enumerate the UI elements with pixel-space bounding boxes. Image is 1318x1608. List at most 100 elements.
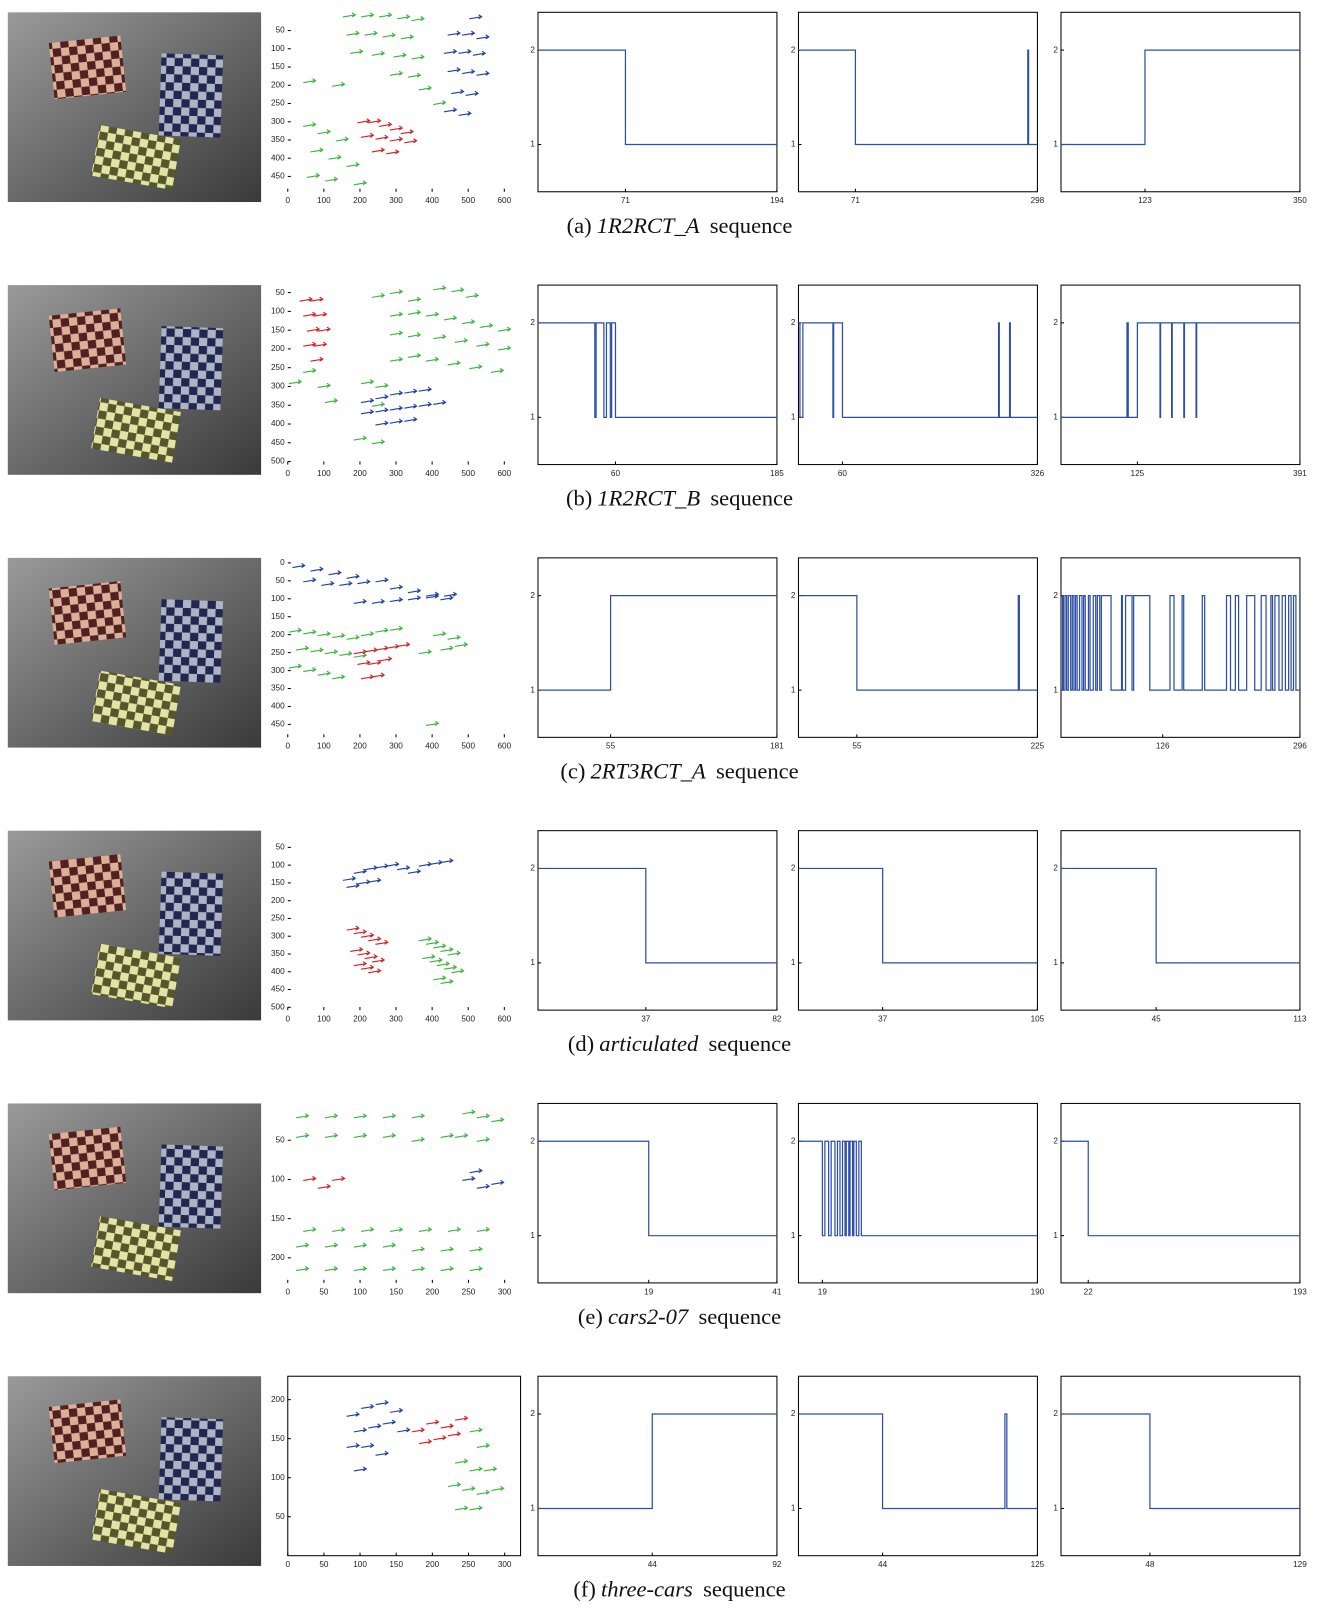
flow-arrow: [375, 578, 387, 582]
x-tick-label: 82: [772, 1015, 782, 1024]
flow-arrow: [462, 1176, 474, 1180]
state-line: [798, 596, 1037, 690]
x-tick-label: 400: [425, 742, 439, 751]
y-tick-label: 2: [1053, 864, 1058, 873]
y-tick-label: 200: [271, 896, 285, 905]
x-tick-label: 600: [497, 469, 511, 478]
flow-arrow: [332, 633, 344, 637]
caption-label: (f): [573, 1577, 596, 1602]
flow-arrow: [401, 35, 413, 39]
state-line: [798, 1414, 1037, 1508]
axes-frame: [798, 285, 1037, 464]
x-tick-label: 100: [317, 742, 331, 751]
flow-arrow: [292, 563, 304, 567]
state-line: [538, 868, 777, 962]
flow-arrow: [296, 646, 308, 650]
x-tick-label: 71: [851, 196, 861, 205]
flow-arrow: [441, 1424, 453, 1428]
state-line: [1061, 1414, 1300, 1508]
y-tick-label: 100: [271, 44, 285, 53]
flow-arrow: [426, 312, 438, 316]
x-tick-label: 113: [1293, 1015, 1306, 1024]
flow-arrow: [462, 1486, 474, 1490]
x-tick-label: 300: [389, 196, 403, 205]
state-line: [798, 323, 1037, 417]
y-tick-label: 150: [271, 62, 285, 71]
flow-arrow: [296, 1114, 308, 1118]
x-tick-label: 19: [818, 1287, 828, 1296]
flow-arrow: [357, 951, 369, 955]
y-tick-label: 200: [271, 344, 285, 353]
flow-arrow: [383, 1243, 395, 1247]
x-tick-label: 0: [285, 469, 290, 478]
flow-arrow: [354, 1267, 366, 1271]
state-line: [1061, 1141, 1300, 1235]
y-tick-label: 1: [1053, 1231, 1058, 1240]
flow-arrow: [448, 951, 460, 955]
flow-arrow: [354, 1133, 366, 1137]
x-tick-label: 150: [389, 1287, 403, 1296]
flow-arrow: [361, 965, 373, 969]
y-tick-label: 2: [530, 864, 535, 873]
flow-arrow: [343, 876, 355, 880]
y-tick-label: 400: [271, 967, 285, 976]
flow-arrow: [444, 108, 456, 112]
flow-arrow: [419, 402, 431, 406]
flow-arrow: [448, 1432, 460, 1436]
flow-arrow: [361, 410, 373, 414]
caption-word: sequence: [698, 1304, 781, 1329]
checker-tint: [159, 872, 223, 956]
flow-arrow: [325, 1133, 337, 1137]
flow-arrow: [390, 1408, 402, 1412]
state-line: [798, 50, 1037, 144]
state-line: [538, 50, 777, 144]
flow-arrow: [375, 135, 387, 139]
flow-arrow: [376, 1451, 388, 1455]
flow-arrow: [466, 293, 478, 297]
flow-arrow: [397, 866, 409, 870]
flow-arrow: [332, 82, 344, 86]
flow-arrow: [354, 436, 366, 440]
flow-arrow: [354, 962, 366, 966]
flow-arrow: [419, 387, 431, 391]
flow-arrow: [375, 395, 387, 399]
flow-arrow: [372, 293, 384, 297]
x-tick-label: 50: [319, 1287, 329, 1296]
y-tick-label: 2: [1053, 591, 1058, 600]
flow-arrow: [383, 1114, 395, 1118]
y-tick-label: 300: [271, 117, 285, 126]
flow-arrow: [470, 1467, 482, 1471]
x-tick-label: 50: [319, 1560, 329, 1569]
flow-arrow: [477, 1227, 489, 1231]
x-tick-label: 391: [1293, 469, 1307, 478]
axes-frame: [798, 1376, 1037, 1555]
flow-arrow: [408, 310, 420, 314]
flow-arrow: [361, 1227, 373, 1231]
axes-frame: [538, 1376, 777, 1555]
flow-arrow: [412, 1137, 424, 1141]
y-tick-label: 100: [271, 1473, 285, 1482]
flow-arrow: [354, 1114, 366, 1118]
y-tick-label: 400: [271, 153, 285, 162]
x-tick-label: 300: [498, 1560, 512, 1569]
flow-arrow: [347, 574, 359, 578]
flow-arrow: [408, 333, 420, 337]
flow-arrow: [408, 353, 420, 357]
x-tick-label: 193: [1293, 1287, 1307, 1296]
flow-arrow: [390, 626, 402, 630]
flow-arrow: [448, 31, 460, 35]
x-tick-label: 150: [389, 1560, 403, 1569]
y-tick-label: 350: [271, 949, 285, 958]
y-tick-label: 2: [791, 318, 796, 327]
y-tick-label: 1: [530, 413, 535, 422]
flow-arrow: [325, 650, 337, 654]
flow-arrow: [419, 86, 431, 90]
flow-arrow: [477, 1490, 489, 1494]
photo: [8, 12, 261, 202]
flow-arrow: [441, 1133, 453, 1137]
flow-arrow: [339, 581, 351, 585]
y-tick-label: 50: [276, 26, 286, 35]
y-tick-label: 250: [271, 648, 285, 657]
flow-arrow: [412, 1267, 424, 1271]
x-tick-label: 296: [1293, 742, 1307, 751]
